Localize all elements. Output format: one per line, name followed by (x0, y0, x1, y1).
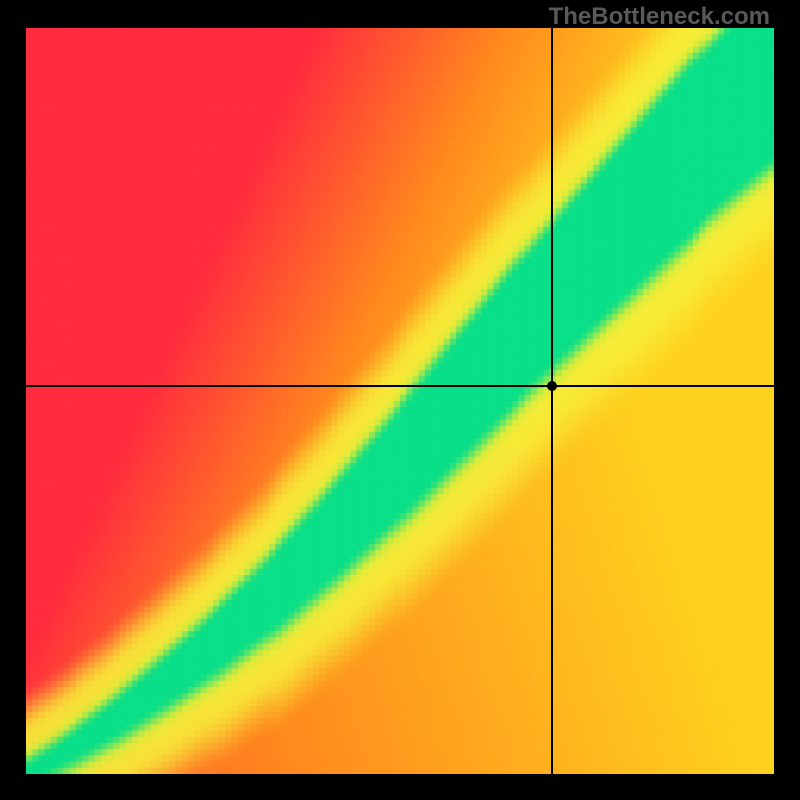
crosshair-dot (547, 381, 557, 391)
crosshair-horizontal (26, 385, 774, 387)
watermark-text: TheBottleneck.com (549, 3, 770, 31)
heatmap-canvas (26, 28, 774, 774)
crosshair-vertical (551, 28, 553, 774)
